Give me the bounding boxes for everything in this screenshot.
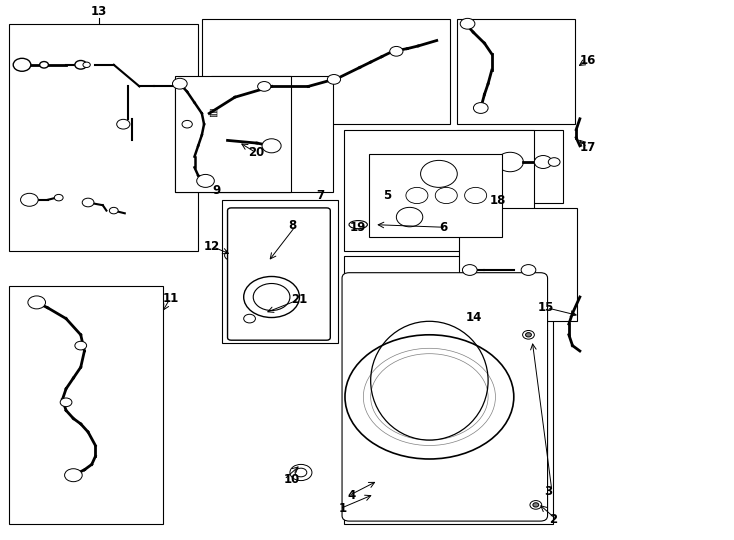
Bar bbox=[222, 200, 338, 343]
Circle shape bbox=[548, 158, 560, 166]
Text: 6: 6 bbox=[439, 221, 447, 234]
Circle shape bbox=[460, 18, 475, 29]
Ellipse shape bbox=[349, 221, 368, 229]
Circle shape bbox=[435, 187, 457, 204]
Text: 5: 5 bbox=[382, 189, 391, 202]
Text: 20: 20 bbox=[248, 146, 264, 159]
Circle shape bbox=[75, 341, 87, 350]
Circle shape bbox=[21, 193, 38, 206]
Bar bbox=[9, 24, 198, 251]
Text: 15: 15 bbox=[538, 301, 554, 314]
Bar bbox=[344, 130, 534, 251]
Circle shape bbox=[60, 398, 72, 407]
FancyBboxPatch shape bbox=[342, 273, 548, 521]
Bar bbox=[9, 286, 163, 524]
Text: 14: 14 bbox=[466, 311, 482, 324]
Circle shape bbox=[65, 469, 82, 482]
Text: 9: 9 bbox=[213, 184, 221, 197]
Circle shape bbox=[473, 103, 488, 113]
Circle shape bbox=[327, 75, 341, 84]
Bar bbox=[457, 130, 563, 202]
Text: 2: 2 bbox=[549, 513, 557, 526]
Circle shape bbox=[182, 120, 192, 128]
Circle shape bbox=[533, 503, 539, 507]
Text: ▤: ▤ bbox=[208, 108, 217, 118]
Circle shape bbox=[526, 333, 531, 337]
Text: 19: 19 bbox=[349, 221, 366, 234]
Circle shape bbox=[40, 62, 48, 68]
Circle shape bbox=[345, 335, 514, 459]
Circle shape bbox=[534, 156, 552, 168]
Circle shape bbox=[262, 139, 281, 153]
Circle shape bbox=[396, 207, 423, 227]
Bar bbox=[175, 78, 290, 192]
Bar bbox=[459, 208, 577, 321]
Text: 1: 1 bbox=[339, 502, 347, 515]
Text: 10: 10 bbox=[283, 473, 299, 486]
FancyBboxPatch shape bbox=[228, 208, 330, 340]
Circle shape bbox=[290, 464, 312, 481]
Circle shape bbox=[75, 60, 87, 69]
Text: 11: 11 bbox=[163, 292, 179, 305]
Circle shape bbox=[83, 62, 90, 68]
Circle shape bbox=[378, 359, 481, 435]
Text: 13: 13 bbox=[91, 5, 107, 18]
Text: 12: 12 bbox=[204, 240, 220, 253]
Circle shape bbox=[371, 354, 488, 440]
Bar bbox=[175, 76, 291, 192]
Text: 16: 16 bbox=[580, 54, 596, 67]
Circle shape bbox=[225, 251, 238, 260]
Circle shape bbox=[404, 378, 455, 416]
Circle shape bbox=[253, 284, 290, 310]
Text: 4: 4 bbox=[348, 489, 356, 502]
Polygon shape bbox=[369, 154, 502, 237]
Circle shape bbox=[462, 265, 477, 275]
Text: 8: 8 bbox=[288, 219, 297, 232]
Circle shape bbox=[521, 265, 536, 275]
Circle shape bbox=[54, 194, 63, 201]
Circle shape bbox=[406, 187, 428, 204]
Circle shape bbox=[172, 78, 187, 89]
Text: 17: 17 bbox=[580, 141, 596, 154]
Circle shape bbox=[421, 160, 457, 187]
Bar bbox=[344, 256, 553, 524]
Circle shape bbox=[244, 276, 299, 318]
Circle shape bbox=[109, 207, 118, 214]
Circle shape bbox=[523, 330, 534, 339]
Bar bbox=[457, 19, 575, 124]
Bar bbox=[202, 19, 450, 124]
Circle shape bbox=[117, 119, 130, 129]
Circle shape bbox=[497, 152, 523, 172]
Circle shape bbox=[13, 58, 31, 71]
Text: 18: 18 bbox=[490, 194, 506, 207]
Text: 21: 21 bbox=[291, 293, 308, 306]
Circle shape bbox=[465, 187, 487, 204]
Circle shape bbox=[258, 82, 271, 91]
Circle shape bbox=[390, 46, 403, 56]
Circle shape bbox=[363, 348, 495, 446]
Circle shape bbox=[530, 501, 542, 509]
Circle shape bbox=[244, 314, 255, 323]
Circle shape bbox=[82, 198, 94, 207]
Circle shape bbox=[197, 174, 214, 187]
Bar bbox=[211, 76, 333, 192]
Text: 7: 7 bbox=[316, 189, 325, 202]
Circle shape bbox=[465, 156, 482, 168]
Circle shape bbox=[28, 296, 46, 309]
Circle shape bbox=[295, 468, 307, 477]
Text: 3: 3 bbox=[545, 485, 553, 498]
